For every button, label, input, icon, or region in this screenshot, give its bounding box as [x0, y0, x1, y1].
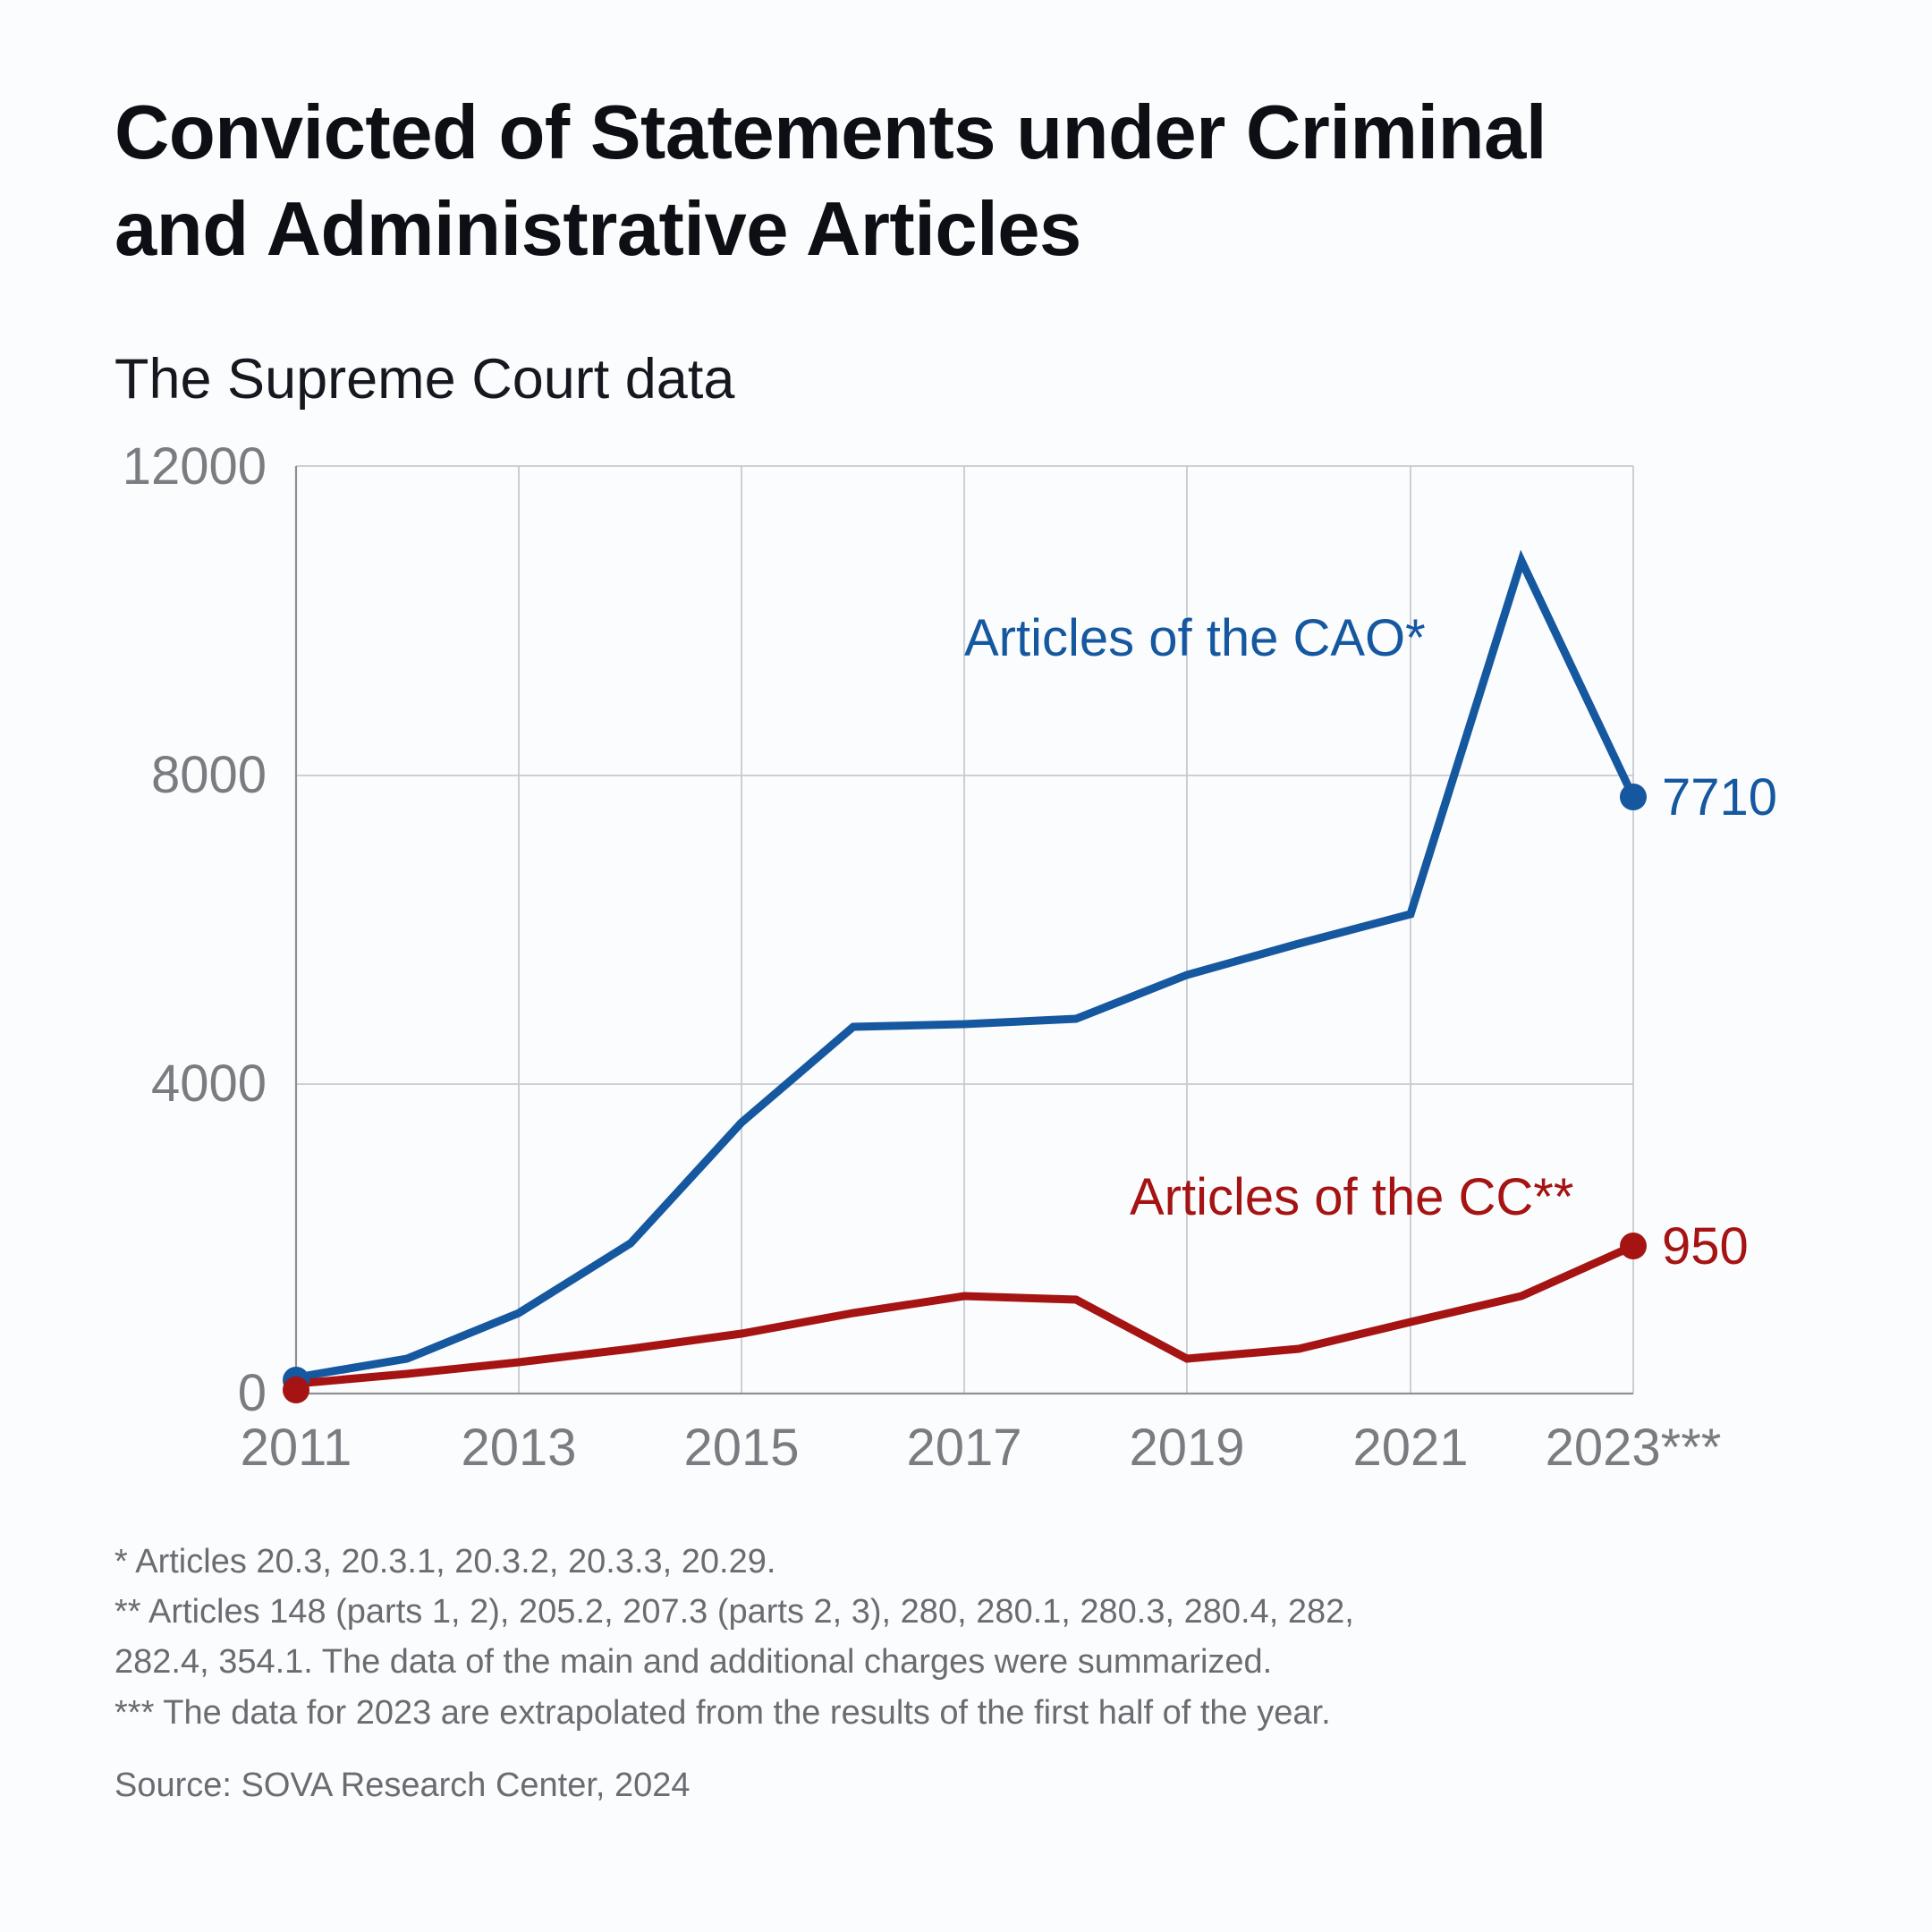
svg-text:2021: 2021 — [1352, 1419, 1468, 1477]
svg-text:2011: 2011 — [241, 1419, 352, 1477]
svg-text:0: 0 — [238, 1364, 267, 1422]
svg-text:950: 950 — [1662, 1217, 1749, 1275]
svg-text:4000: 4000 — [151, 1055, 267, 1113]
svg-text:2023***: 2023*** — [1546, 1419, 1722, 1477]
svg-text:Articles of the CC**: Articles of the CC** — [1130, 1168, 1573, 1226]
svg-text:2013: 2013 — [461, 1419, 576, 1477]
svg-text:2017: 2017 — [906, 1419, 1021, 1477]
svg-text:8000: 8000 — [151, 746, 267, 804]
svg-text:2015: 2015 — [683, 1419, 799, 1477]
svg-text:2019: 2019 — [1129, 1419, 1244, 1477]
svg-text:Articles of the CAO*: Articles of the CAO* — [964, 609, 1426, 667]
svg-text:12000: 12000 — [123, 437, 267, 496]
svg-text:7710: 7710 — [1662, 768, 1777, 826]
